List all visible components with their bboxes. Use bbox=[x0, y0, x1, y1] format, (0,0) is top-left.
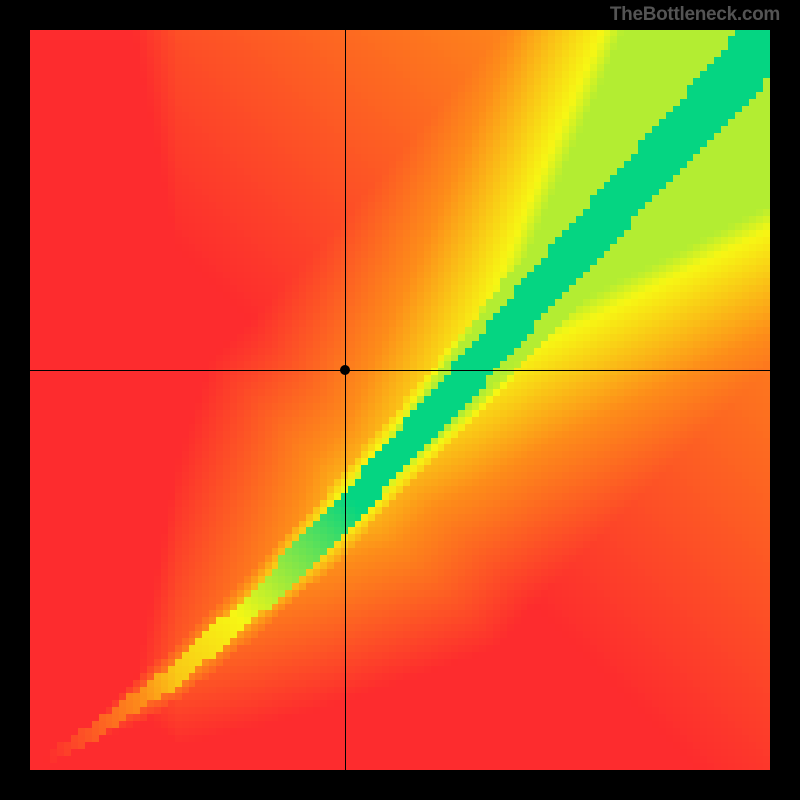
chart-container: TheBottleneck.com bbox=[0, 0, 800, 800]
crosshair-marker bbox=[340, 365, 350, 375]
crosshair-vertical bbox=[345, 30, 346, 770]
crosshair-horizontal bbox=[30, 370, 770, 371]
watermark-text: TheBottleneck.com bbox=[610, 4, 780, 26]
heatmap-canvas bbox=[30, 30, 770, 770]
plot-area bbox=[30, 30, 770, 770]
